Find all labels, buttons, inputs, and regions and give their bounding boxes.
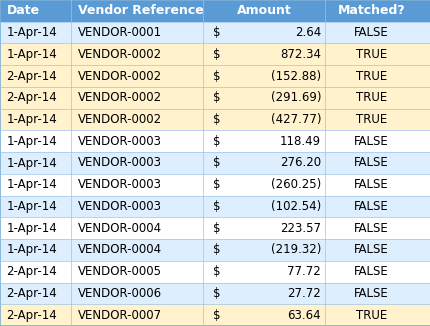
Text: Matched?: Matched? bbox=[337, 4, 405, 17]
Text: $: $ bbox=[213, 91, 220, 104]
Text: (260.25): (260.25) bbox=[270, 178, 320, 191]
Text: VENDOR-0003: VENDOR-0003 bbox=[77, 200, 161, 213]
Text: $: $ bbox=[213, 309, 220, 322]
Text: (152.88): (152.88) bbox=[270, 69, 320, 82]
Text: VENDOR-0002: VENDOR-0002 bbox=[77, 69, 161, 82]
Text: 2-Apr-14: 2-Apr-14 bbox=[6, 69, 57, 82]
Text: $: $ bbox=[213, 48, 220, 61]
Bar bbox=[0, 196, 430, 217]
Text: VENDOR-0005: VENDOR-0005 bbox=[77, 265, 161, 278]
Text: FALSE: FALSE bbox=[353, 156, 388, 170]
Text: $: $ bbox=[213, 287, 220, 300]
Bar bbox=[0, 217, 430, 239]
Text: VENDOR-0002: VENDOR-0002 bbox=[77, 113, 161, 126]
Text: $: $ bbox=[213, 200, 220, 213]
Text: VENDOR-0003: VENDOR-0003 bbox=[77, 156, 161, 170]
Text: $: $ bbox=[213, 69, 220, 82]
Bar bbox=[0, 65, 430, 87]
Text: (219.32): (219.32) bbox=[270, 244, 320, 257]
Bar bbox=[0, 152, 430, 174]
Text: 872.34: 872.34 bbox=[280, 48, 320, 61]
Text: (427.77): (427.77) bbox=[270, 113, 320, 126]
Text: FALSE: FALSE bbox=[353, 135, 388, 148]
Text: 27.72: 27.72 bbox=[287, 287, 320, 300]
Text: VENDOR-0006: VENDOR-0006 bbox=[77, 287, 161, 300]
Text: FALSE: FALSE bbox=[353, 178, 388, 191]
Text: VENDOR-0002: VENDOR-0002 bbox=[77, 48, 161, 61]
Text: 1-Apr-14: 1-Apr-14 bbox=[6, 200, 57, 213]
Bar bbox=[0, 304, 430, 326]
Bar bbox=[0, 283, 430, 304]
Text: 2-Apr-14: 2-Apr-14 bbox=[6, 265, 57, 278]
Text: VENDOR-0001: VENDOR-0001 bbox=[77, 26, 161, 39]
Text: FALSE: FALSE bbox=[353, 200, 388, 213]
Text: FALSE: FALSE bbox=[353, 222, 388, 235]
Text: 77.72: 77.72 bbox=[287, 265, 320, 278]
Bar bbox=[0, 130, 430, 152]
Bar bbox=[0, 22, 430, 43]
Text: TRUE: TRUE bbox=[355, 91, 387, 104]
Text: TRUE: TRUE bbox=[355, 113, 387, 126]
Text: (102.54): (102.54) bbox=[270, 200, 320, 213]
Text: FALSE: FALSE bbox=[353, 265, 388, 278]
Text: $: $ bbox=[213, 113, 220, 126]
Text: 1-Apr-14: 1-Apr-14 bbox=[6, 244, 57, 257]
Text: 2-Apr-14: 2-Apr-14 bbox=[6, 287, 57, 300]
Text: 1-Apr-14: 1-Apr-14 bbox=[6, 222, 57, 235]
Text: $: $ bbox=[213, 156, 220, 170]
Text: Date: Date bbox=[6, 4, 40, 17]
Bar bbox=[0, 87, 430, 109]
Text: FALSE: FALSE bbox=[353, 244, 388, 257]
Text: VENDOR-0002: VENDOR-0002 bbox=[77, 91, 161, 104]
Bar bbox=[0, 239, 430, 261]
Text: VENDOR-0003: VENDOR-0003 bbox=[77, 135, 161, 148]
Text: 1-Apr-14: 1-Apr-14 bbox=[6, 48, 57, 61]
Text: $: $ bbox=[213, 178, 220, 191]
Text: 1-Apr-14: 1-Apr-14 bbox=[6, 26, 57, 39]
Text: 1-Apr-14: 1-Apr-14 bbox=[6, 135, 57, 148]
Text: VENDOR-0004: VENDOR-0004 bbox=[77, 222, 161, 235]
Text: VENDOR-0007: VENDOR-0007 bbox=[77, 309, 161, 322]
Text: 276.20: 276.20 bbox=[280, 156, 320, 170]
Text: 2.64: 2.64 bbox=[294, 26, 320, 39]
Text: TRUE: TRUE bbox=[355, 69, 387, 82]
Text: TRUE: TRUE bbox=[355, 48, 387, 61]
Text: 118.49: 118.49 bbox=[280, 135, 320, 148]
Text: 2-Apr-14: 2-Apr-14 bbox=[6, 91, 57, 104]
Bar bbox=[0, 43, 430, 65]
Text: 2-Apr-14: 2-Apr-14 bbox=[6, 309, 57, 322]
Text: $: $ bbox=[213, 135, 220, 148]
Text: $: $ bbox=[213, 26, 220, 39]
Text: VENDOR-0003: VENDOR-0003 bbox=[77, 178, 161, 191]
Text: 63.64: 63.64 bbox=[287, 309, 320, 322]
Text: $: $ bbox=[213, 222, 220, 235]
Bar bbox=[0, 0, 430, 22]
Bar bbox=[0, 261, 430, 283]
Bar bbox=[0, 174, 430, 196]
Text: VENDOR-0004: VENDOR-0004 bbox=[77, 244, 161, 257]
Text: Vendor Reference: Vendor Reference bbox=[77, 4, 203, 17]
Text: Amount: Amount bbox=[236, 4, 291, 17]
Text: $: $ bbox=[213, 265, 220, 278]
Text: $: $ bbox=[213, 244, 220, 257]
Text: 1-Apr-14: 1-Apr-14 bbox=[6, 113, 57, 126]
Text: 1-Apr-14: 1-Apr-14 bbox=[6, 156, 57, 170]
Text: FALSE: FALSE bbox=[353, 26, 388, 39]
Bar bbox=[0, 109, 430, 130]
Text: 223.57: 223.57 bbox=[280, 222, 320, 235]
Text: FALSE: FALSE bbox=[353, 287, 388, 300]
Text: (291.69): (291.69) bbox=[270, 91, 320, 104]
Text: TRUE: TRUE bbox=[355, 309, 387, 322]
Text: 1-Apr-14: 1-Apr-14 bbox=[6, 178, 57, 191]
